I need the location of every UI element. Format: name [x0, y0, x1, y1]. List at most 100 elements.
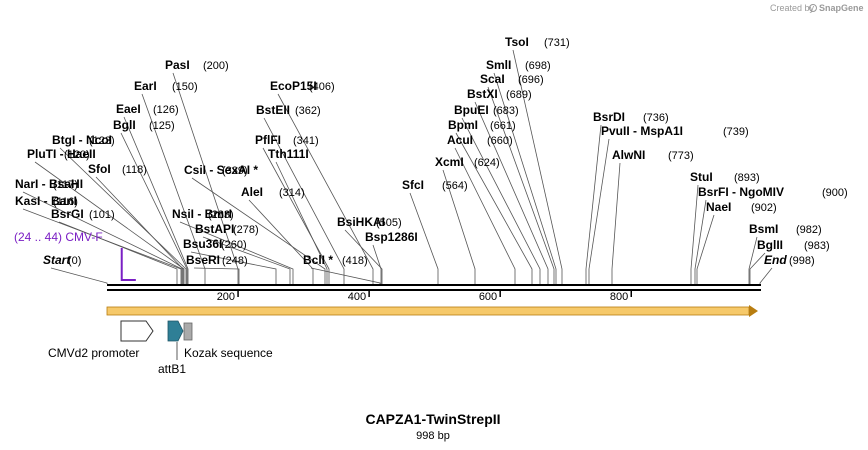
- site-name-sfoi[interactable]: SfoI: [88, 162, 111, 176]
- site-name-tth111i[interactable]: Tth111I: [268, 147, 309, 161]
- leader-bsrdi: [585, 124, 602, 284]
- feature-label-cmvd2[interactable]: CMVd2 promoter: [48, 346, 139, 360]
- site-position-bsteii: (362): [295, 105, 321, 117]
- site-name-bsrgi[interactable]: BsrGI: [51, 207, 84, 221]
- site-name-bsmi[interactable]: BsmI: [749, 222, 778, 236]
- orf-arrow-head[interactable]: [749, 305, 758, 317]
- site-position-kasi-bani: (116): [53, 196, 78, 208]
- orf-bar[interactable]: [106, 306, 750, 316]
- leader-bcli: [310, 267, 381, 284]
- leader-alei: [248, 199, 314, 284]
- leader-bsihkai: [344, 229, 383, 284]
- leader-bstxi: [474, 101, 549, 284]
- site-name-pflfi[interactable]: PflFI: [255, 133, 281, 147]
- site-leader-lines: [22, 49, 773, 284]
- site-name-eaei[interactable]: EaeI: [116, 102, 141, 116]
- site-name-bsu36i[interactable]: Bsu36I: [183, 237, 222, 251]
- site-name-sfci[interactable]: SfcI: [402, 178, 424, 192]
- site-name-end[interactable]: End: [764, 253, 787, 267]
- site-name-bpuei[interactable]: BpuEI: [454, 103, 489, 117]
- site-name-bsteii[interactable]: BstEII: [256, 103, 290, 117]
- site-position-bsrfi-ngomiv: (900): [822, 187, 848, 199]
- attb1-shape[interactable]: [167, 320, 184, 342]
- site-position-tsoi: (731): [544, 37, 570, 49]
- primer-label[interactable]: (24 .. 44) CMV-F: [14, 230, 103, 244]
- scale-ticks: 200 400 600 800: [217, 291, 632, 303]
- site-name-bcli[interactable]: BclI *: [303, 253, 333, 267]
- site-name-bseri[interactable]: BseRI: [186, 253, 220, 267]
- leader-stui: [690, 184, 699, 284]
- site-name-bglii[interactable]: BglII: [757, 238, 783, 252]
- site-position-pvuii-mspa1i: (739): [723, 126, 749, 138]
- leader-sfoi: [95, 176, 184, 284]
- tick-label-800: 800: [610, 291, 628, 303]
- site-name-start[interactable]: Start: [43, 253, 71, 267]
- snapgene-logo-icon: [809, 4, 817, 12]
- site-name-stui[interactable]: StuI: [690, 170, 713, 184]
- site-name-bgli[interactable]: BglI: [113, 118, 136, 132]
- site-position-bsu36i: (260): [221, 239, 247, 251]
- site-name-pasi[interactable]: PasI: [165, 58, 190, 72]
- site-position-acui: (660): [487, 135, 513, 147]
- leader-bglii: [749, 252, 766, 284]
- feature-label-kozak[interactable]: Kozak sequence: [184, 346, 273, 360]
- site-position-eari: (150): [172, 81, 198, 93]
- site-position-bsrdi: (736): [643, 112, 669, 124]
- site-name-kasi-bani[interactable]: KasI - BanI: [15, 194, 77, 208]
- leader-bsrfi-ngomiv: [694, 199, 707, 284]
- site-position-smli: (698): [525, 60, 551, 72]
- leader-bseri: [193, 267, 240, 284]
- snapgene-brand: SnapGene: [819, 3, 864, 13]
- leader-bstapi: [202, 236, 291, 284]
- site-name-pluti-haeii[interactable]: PluTI - HaeII: [27, 147, 96, 161]
- site-name-eari[interactable]: EarI: [134, 79, 157, 93]
- leader-nari-bsahi: [22, 191, 183, 284]
- site-name-ecop15i[interactable]: EcoP15I: [270, 79, 317, 93]
- site-position-bstxi: (689): [506, 89, 532, 101]
- site-name-bsrdi[interactable]: BsrDI: [593, 110, 625, 124]
- construct-length: 998 bp: [416, 430, 450, 442]
- site-name-bpmi[interactable]: BpmI: [448, 118, 478, 132]
- cmvd2-promoter-shape[interactable]: [120, 320, 154, 342]
- site-name-alwni[interactable]: AlwNI: [612, 148, 645, 162]
- site-position-bcli: (418): [342, 255, 368, 267]
- kozak-shape[interactable]: [183, 322, 193, 341]
- site-name-bsrfi-ngomiv[interactable]: BsrFI - NgoMIV: [698, 185, 784, 199]
- site-position-bsihkai: (505): [376, 217, 402, 229]
- leader-tsoi: [512, 49, 563, 284]
- site-name-alei[interactable]: AleI: [241, 185, 263, 199]
- site-name-acui[interactable]: AcuI: [447, 133, 473, 147]
- site-name-smli[interactable]: SmlI: [486, 58, 511, 72]
- site-name-nari-bsahi[interactable]: NarI - BsaHI: [15, 177, 83, 191]
- leader-bsteii: [263, 117, 345, 284]
- site-name-csii-sexai[interactable]: CsiI - SexAI *: [184, 163, 258, 177]
- site-position-btgi-ncoi: (123): [89, 135, 115, 147]
- leader-csii-sexai: [191, 177, 326, 284]
- construct-title: CAPZA1-TwinStrepII: [365, 411, 500, 427]
- leader-bsmi: [748, 236, 758, 284]
- site-position-pasi: (200): [203, 60, 229, 72]
- site-name-nsii-bmri[interactable]: NsiI - BmrI: [172, 207, 232, 221]
- leader-kasi-bani: [22, 208, 182, 284]
- leader-end: [759, 267, 773, 284]
- site-position-bsmi: (982): [796, 224, 822, 236]
- leader-eaei: [123, 116, 189, 284]
- site-position-alwni: (773): [668, 150, 694, 162]
- site-position-bpuei: (683): [493, 105, 519, 117]
- site-name-bstxi[interactable]: BstXI: [467, 87, 498, 101]
- site-name-pvuii-mspa1i[interactable]: PvuII - MspA1I: [601, 124, 683, 138]
- site-name-bsp1286i[interactable]: Bsp1286I: [365, 230, 418, 244]
- site-name-tsoi[interactable]: TsoI: [505, 35, 529, 49]
- site-name-bstapi[interactable]: BstAPI: [195, 222, 234, 236]
- site-name-btgi-ncoi[interactable]: BtgI - NcoI: [52, 133, 112, 147]
- primer-arrow-mark[interactable]: [120, 248, 136, 281]
- leader-nsii-bmri: [179, 221, 294, 284]
- site-position-bglii: (983): [804, 240, 830, 252]
- site-name-scai[interactable]: ScaI: [480, 72, 505, 86]
- site-name-xcmi[interactable]: XcmI: [435, 155, 464, 169]
- site-position-pluti-haeii: (120): [64, 149, 90, 161]
- site-name-bsihkai[interactable]: BsiHKAI: [337, 215, 385, 229]
- site-name-naei[interactable]: NaeI: [706, 200, 731, 214]
- site-position-nsii-bmri: (283): [208, 209, 234, 221]
- feature-label-attb1[interactable]: attB1: [158, 362, 186, 376]
